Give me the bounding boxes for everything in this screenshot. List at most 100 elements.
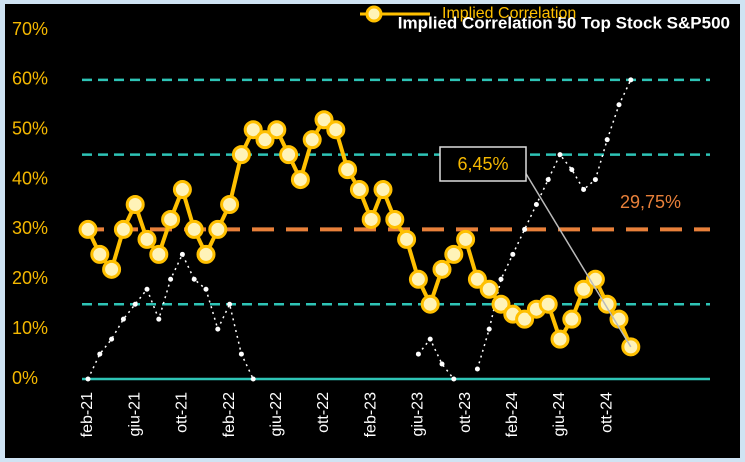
dot (581, 187, 587, 193)
marker (562, 309, 582, 329)
x-tick-label: giu-22 (268, 392, 285, 437)
dot (415, 351, 421, 357)
marker (290, 170, 310, 190)
marker (385, 209, 405, 229)
dot (498, 276, 504, 282)
marker (302, 130, 322, 150)
marker (220, 195, 240, 214)
marker (172, 180, 192, 200)
dot (486, 326, 492, 332)
marker (515, 309, 535, 329)
dot (439, 361, 445, 367)
x-tick-label: feb-22 (221, 392, 238, 437)
annotation-box (439, 146, 527, 182)
marker (102, 259, 122, 279)
dot (474, 366, 480, 372)
marker (149, 244, 169, 264)
legend-marker (365, 5, 383, 23)
marker (137, 229, 157, 249)
marker (314, 110, 334, 130)
dot (616, 102, 622, 108)
x-tick-label: ott-22 (315, 392, 332, 433)
y-tick-label: 60% (12, 69, 48, 89)
dot (215, 326, 221, 332)
dot (191, 276, 197, 282)
dot (557, 152, 563, 158)
dot (545, 177, 551, 183)
marker (90, 244, 110, 264)
marker (184, 219, 204, 239)
marker (491, 294, 511, 314)
dot (604, 137, 610, 143)
dot (592, 177, 598, 183)
x-tick-label: feb-21 (79, 392, 96, 437)
y-tick-label: 20% (12, 268, 48, 288)
x-tick-label: giu-24 (551, 392, 568, 437)
dot (85, 376, 91, 382)
y-tick-label: 50% (12, 118, 48, 138)
x-tick-label: ott-23 (457, 392, 474, 433)
x-tick-label: ott-21 (174, 392, 191, 433)
dot (144, 286, 150, 292)
marker (420, 294, 440, 314)
x-tick-label: feb-24 (504, 392, 521, 437)
chart-title: Implied Correlation 50 Top Stock S&P500 (398, 13, 730, 32)
annotation-leader (524, 171, 632, 348)
marker (279, 145, 299, 165)
dot (569, 167, 575, 173)
marker (113, 219, 133, 239)
dot (628, 77, 634, 83)
y-tick-label: 40% (12, 168, 48, 188)
marker (208, 219, 228, 239)
marker (125, 195, 145, 214)
marker (349, 180, 369, 200)
x-tick-label: ott-24 (598, 392, 615, 433)
x-tick-label: feb-23 (362, 392, 379, 437)
dot (132, 301, 138, 307)
marker (408, 269, 428, 289)
y-tick-label: 10% (12, 318, 48, 338)
marker (361, 209, 381, 229)
marker (479, 279, 499, 299)
annotation: 29,75% (620, 192, 681, 212)
marker (444, 244, 464, 264)
marker (196, 244, 216, 264)
annotation: 6,45% (457, 154, 508, 174)
dot (109, 336, 115, 342)
dot (533, 202, 539, 207)
legend-label: Implied Correlation (442, 5, 576, 22)
marker (397, 229, 417, 249)
y-tick-label: 70% (12, 19, 48, 39)
marker (467, 269, 487, 289)
marker (161, 209, 181, 229)
marker (538, 294, 558, 314)
dot (97, 351, 103, 357)
y-tick-label: 0% (12, 368, 38, 388)
dot (179, 251, 185, 257)
dot (203, 286, 209, 292)
x-tick-label: giu-21 (126, 392, 143, 437)
dot (156, 316, 162, 322)
y-tick-label: 30% (12, 218, 48, 238)
marker (326, 120, 346, 140)
marker (574, 279, 594, 299)
marker (243, 120, 263, 140)
marker (78, 219, 98, 239)
marker (255, 130, 275, 150)
dot (250, 376, 256, 382)
marker (373, 180, 393, 200)
marker (231, 145, 251, 165)
marker (338, 160, 358, 180)
x-tick-label: giu-23 (410, 392, 427, 437)
dot (227, 301, 233, 307)
dot (451, 376, 457, 382)
marker (550, 329, 570, 349)
dot (120, 316, 126, 322)
marker (456, 229, 476, 249)
dot (238, 351, 244, 357)
dot (168, 276, 174, 282)
marker (267, 120, 287, 140)
dot (522, 226, 528, 232)
